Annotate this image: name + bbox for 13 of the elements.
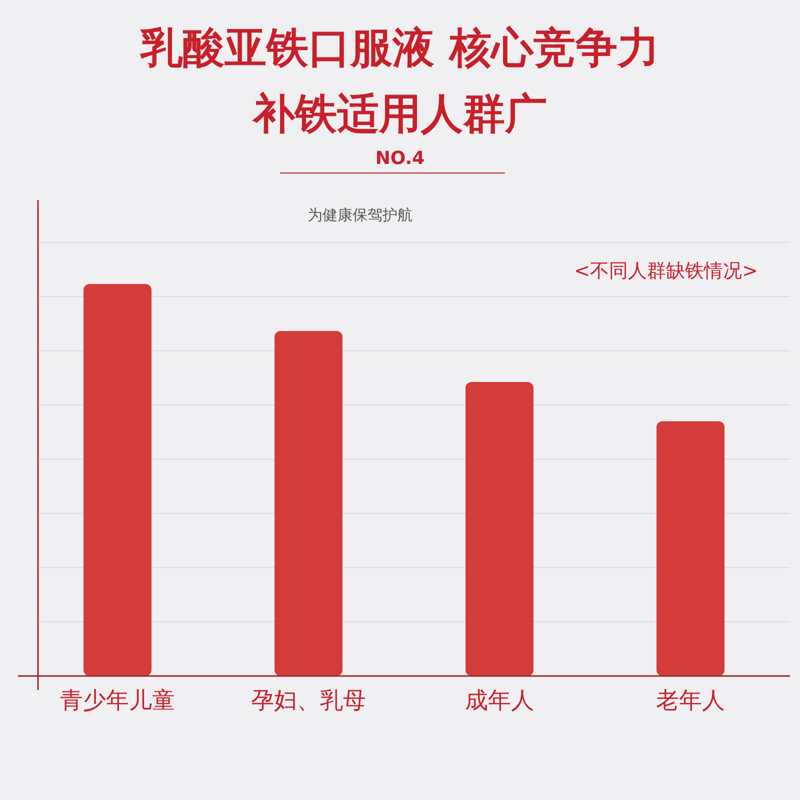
x-tick-label: 孕妇、乳母 xyxy=(251,688,366,714)
chart-title: 乳酸亚铁口服液 核心竞争力 xyxy=(140,23,660,72)
text: NO.4 xyxy=(375,148,425,169)
chart-subtitle: 补铁适用人群广 xyxy=(252,89,547,138)
bar xyxy=(274,331,342,676)
bar xyxy=(466,382,534,676)
text: 为健康保驾护航 xyxy=(308,206,412,224)
text: <不同人群缺铁情况> xyxy=(574,260,758,282)
x-tick-label: 成年人 xyxy=(465,688,534,714)
x-tick-label: 老年人 xyxy=(656,688,725,714)
bar xyxy=(656,421,724,676)
x-tick-label: 青少年儿童 xyxy=(60,688,175,714)
bar xyxy=(84,284,152,676)
